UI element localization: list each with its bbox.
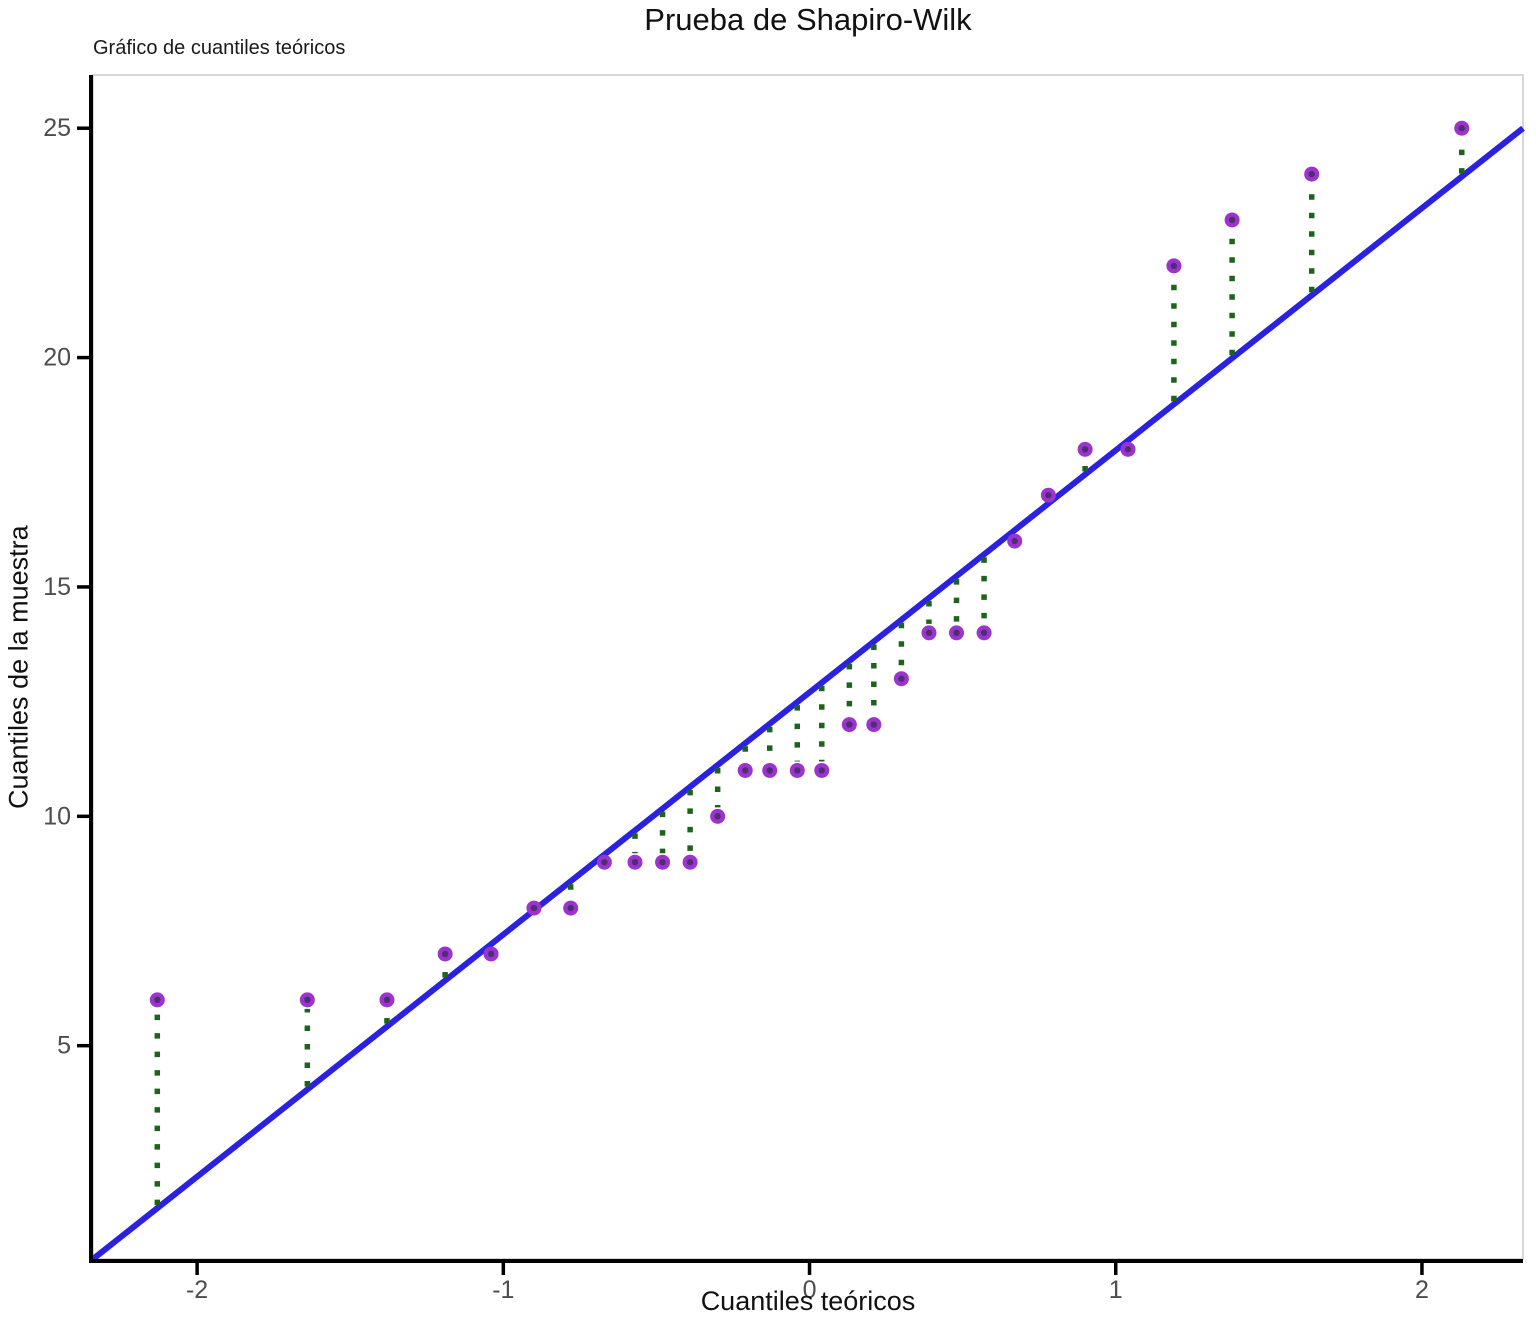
data-point-center — [980, 629, 988, 637]
x-axis-title: Cuantiles teóricos — [700, 1286, 916, 1316]
y-tick-label: 20 — [43, 344, 71, 372]
data-point-center — [766, 767, 773, 774]
plot-panel — [92, 74, 1524, 1260]
data-point-center — [441, 950, 449, 958]
axis-lines — [89, 75, 1523, 1263]
data-point-center — [953, 629, 960, 637]
y-tick-label: 25 — [43, 114, 71, 142]
data-point-center — [383, 996, 391, 1004]
data-point-center — [1124, 446, 1132, 453]
data-point-center — [659, 858, 666, 866]
data-point-center — [530, 904, 538, 912]
chart-subtitle: Gráfico de cuantiles teóricos — [93, 37, 346, 59]
data-point-center — [818, 767, 825, 774]
data-point-center — [1011, 537, 1018, 545]
data-point-center — [846, 721, 853, 728]
data-point-center — [631, 858, 639, 866]
data-point-center — [567, 904, 574, 912]
data-point-center — [487, 950, 495, 958]
data-point-center — [1170, 262, 1178, 270]
data-point-center — [870, 721, 878, 728]
y-tick-label: 10 — [43, 802, 71, 830]
qq-reference-line — [91, 125, 1525, 1262]
data-point-center — [1081, 446, 1089, 453]
x-tick-label: -2 — [186, 1276, 208, 1304]
data-point-center — [1308, 170, 1315, 178]
x-tick-label: 0 — [803, 1276, 817, 1304]
data-point-center — [154, 996, 161, 1004]
data-point-center — [925, 629, 933, 637]
y-tick-label: 5 — [57, 1032, 71, 1060]
data-point-center — [742, 767, 749, 774]
data-point-center — [601, 858, 608, 866]
data-point-center — [794, 767, 801, 774]
x-tick-label: 1 — [1109, 1276, 1123, 1304]
data-point-center — [898, 675, 905, 682]
data-point-center — [686, 858, 694, 866]
y-tick-label: 15 — [43, 573, 71, 601]
data-point-center — [1458, 125, 1465, 132]
data-point-center — [714, 813, 721, 820]
x-tick-label: 2 — [1415, 1276, 1429, 1304]
data-point-center — [1228, 216, 1236, 224]
x-tick-label: -1 — [492, 1276, 514, 1304]
data-point-center — [304, 996, 311, 1004]
y-axis-title: Cuantiles de la muestra — [3, 525, 34, 809]
data-point-center — [1045, 492, 1052, 499]
chart-title: Prueba de Shapiro-Wilk — [644, 2, 972, 37]
